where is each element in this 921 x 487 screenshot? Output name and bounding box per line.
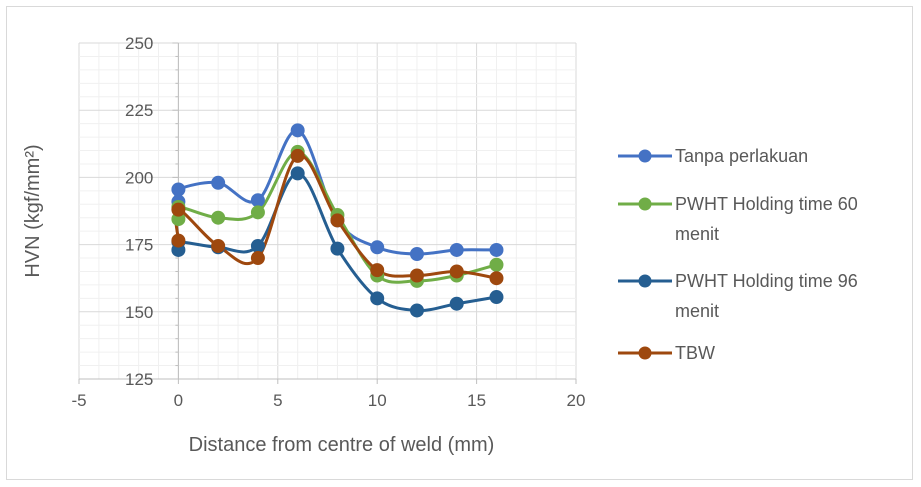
y-tick-label: 150 [125, 303, 153, 322]
data-point [409, 247, 424, 262]
data-point [330, 241, 345, 256]
data-point [489, 271, 504, 286]
x-tick-label: -5 [71, 391, 86, 410]
x-tick-label: 15 [467, 391, 486, 410]
data-point [449, 296, 464, 311]
tick-labels: -5 0 5 10 15 20 125 150 175 200 225 250 [71, 34, 585, 410]
series-line [173, 154, 498, 280]
legend-label: PWHT Holding time 60 [675, 194, 858, 214]
data-point [290, 123, 305, 138]
y-tick-label: 125 [125, 370, 153, 389]
data-point [250, 193, 265, 208]
data-point [489, 257, 504, 272]
legend: Tanpa perlakuan PWHT Holding time 60 menit… [618, 146, 858, 363]
legend-label: TBW [675, 343, 715, 363]
data-point [171, 182, 186, 197]
y-axis-title: HVN (kgf/mm²) [22, 144, 44, 277]
series-line [173, 171, 498, 313]
data-point [449, 264, 464, 279]
data-point [250, 238, 265, 253]
x-tick-label: 0 [174, 391, 183, 410]
data-point [370, 240, 385, 255]
data-point [489, 242, 504, 257]
data-point [211, 238, 226, 253]
legend-marker-swatch [638, 346, 652, 360]
data-point [409, 268, 424, 283]
legend-marker-swatch [638, 274, 652, 288]
series-line [173, 128, 498, 256]
y-tick-label: 175 [125, 236, 153, 255]
x-axis-title: Distance from centre of weld (mm) [189, 434, 495, 456]
y-tick-label: 250 [125, 34, 153, 53]
series-markers [171, 123, 504, 318]
legend-marker-swatch [638, 197, 652, 211]
data-point [449, 242, 464, 257]
data-point [290, 148, 305, 163]
legend-marker-swatch [638, 149, 652, 163]
data-point [330, 213, 345, 228]
data-point [370, 291, 385, 306]
data-point [370, 263, 385, 278]
data-point [171, 202, 186, 217]
series-lines [173, 128, 498, 313]
legend-entry: TBW [618, 343, 715, 363]
y-tick-label: 200 [125, 168, 153, 187]
gridlines [78, 42, 577, 380]
legend-entry: Tanpa perlakuan [618, 146, 808, 166]
hardness-line-chart: -5 0 5 10 15 20 125 150 175 200 225 250 Distance fr… [22, 34, 858, 456]
legend-label: menit [675, 224, 719, 244]
axes [78, 42, 577, 384]
data-point [250, 205, 265, 220]
data-point [250, 251, 265, 266]
x-tick-label: 20 [567, 391, 586, 410]
x-tick-label: 5 [273, 391, 282, 410]
legend-label: PWHT Holding time 96 [675, 271, 858, 291]
y-tick-label: 225 [125, 101, 153, 120]
data-point [211, 175, 226, 190]
chart-area: -5 0 5 10 15 20 125 150 175 200 225 250 Distance fr… [6, 6, 913, 480]
legend-label: Tanpa perlakuan [675, 146, 808, 166]
legend-entry: PWHT Holding time 60 menit [618, 194, 858, 244]
x-tick-label: 10 [368, 391, 387, 410]
data-point [171, 233, 186, 248]
legend-label: menit [675, 301, 719, 321]
legend-entry: PWHT Holding time 96 menit [618, 271, 858, 321]
data-point [211, 210, 226, 225]
data-point [409, 303, 424, 318]
data-point [290, 166, 305, 181]
data-point [489, 290, 504, 305]
